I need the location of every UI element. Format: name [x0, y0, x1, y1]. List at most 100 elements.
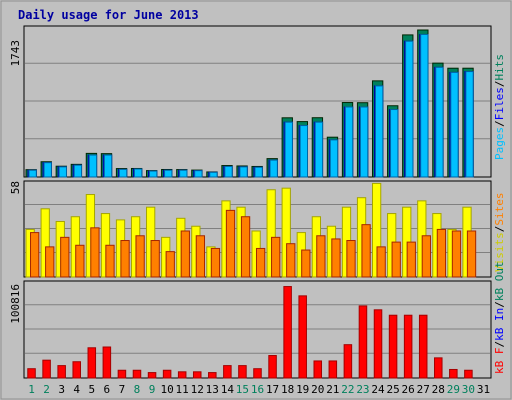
panel3-legend: kB F/kB In/kB Out — [493, 261, 506, 374]
x-tick-1: 1 — [28, 383, 35, 396]
bar-kb-f-12 — [192, 371, 202, 379]
bar-kb-f-21 — [328, 360, 338, 379]
bar-kb-f-18 — [283, 286, 292, 379]
x-tick-18: 18 — [281, 383, 294, 396]
bar-pages-13 — [209, 171, 218, 178]
bar-kb-f-20 — [313, 360, 323, 379]
bar-pages-24 — [374, 85, 384, 178]
x-tick-28: 28 — [432, 383, 445, 396]
x-tick-9: 9 — [149, 383, 156, 396]
bar-kb-f-3 — [57, 365, 66, 379]
bar-sites-30 — [466, 230, 477, 278]
bar-kb-f-9 — [147, 372, 157, 379]
bar-kb-f-4 — [72, 361, 81, 379]
x-tick-24: 24 — [371, 383, 385, 396]
x-tick-10: 10 — [160, 383, 173, 396]
bar-pages-19 — [299, 125, 309, 178]
bar-sites-19 — [301, 249, 311, 278]
bar-sites-28 — [436, 228, 447, 278]
bar-sites-15 — [240, 216, 251, 278]
legend-hits: Hits — [493, 54, 506, 81]
bar-kb-f-27 — [418, 314, 428, 379]
bar-pages-29 — [450, 71, 459, 178]
bar-sites-13 — [210, 247, 221, 278]
x-tick-8: 8 — [134, 383, 141, 396]
bar-sites-23 — [361, 224, 371, 278]
bar-kb-f-2 — [42, 359, 51, 379]
legend-: / — [493, 226, 506, 233]
bar-sites-6 — [105, 244, 115, 278]
panel1-legend-text: Pages/Files/Hits — [493, 54, 506, 160]
bar-kb-f-30 — [464, 369, 473, 379]
bar-sites-1 — [30, 232, 40, 278]
bar-sites-25 — [391, 241, 401, 278]
bar-pages-20 — [314, 121, 324, 178]
chart-title: Daily usage for June 2013 — [18, 8, 199, 22]
x-axis-day-labels: 1 2 3 4 5 6 7 8 9 10 11 12 13 14 15 16 17 18 19 20 21 22 23 24 2… — [28, 383, 490, 396]
legend-: / — [493, 301, 506, 308]
legend-: / — [493, 341, 506, 348]
legend-kbin: kB In — [493, 308, 506, 341]
bar-sites-16 — [255, 247, 266, 278]
bar-sites-11 — [180, 230, 190, 278]
bar-kb-f-13 — [208, 372, 217, 379]
bar-pages-10 — [164, 169, 173, 178]
bar-pages-2 — [43, 162, 52, 178]
bar-kb-f-25 — [388, 314, 398, 379]
legend-visits: Visits — [493, 232, 506, 272]
x-tick-23: 23 — [356, 383, 369, 396]
panel2-ymax-label: 58 — [9, 181, 22, 194]
x-tick-13: 13 — [206, 383, 219, 396]
x-tick-7: 7 — [119, 383, 126, 396]
bar-kb-f-29 — [449, 368, 458, 379]
x-tick-3: 3 — [58, 383, 65, 396]
legend-kbout: kB Out — [493, 261, 506, 301]
bar-pages-8 — [133, 168, 143, 178]
x-tick-31: 31 — [477, 383, 490, 396]
x-tick-14: 14 — [221, 383, 235, 396]
bar-kb-f-17 — [268, 355, 277, 379]
bar-kb-f-15 — [238, 365, 247, 379]
hits-files-pages-panel — [23, 25, 492, 178]
legend-pages: Pages — [493, 127, 506, 160]
bar-pages-27 — [420, 33, 429, 178]
x-tick-25: 25 — [386, 383, 399, 396]
bar-sites-8 — [135, 235, 145, 278]
bar-pages-14 — [224, 165, 233, 178]
legend-sites: Sites — [493, 193, 506, 226]
x-tick-27: 27 — [417, 383, 430, 396]
x-tick-15: 15 — [236, 383, 249, 396]
bar-pages-26 — [405, 40, 414, 178]
bar-pages-4 — [73, 164, 83, 178]
bar-pages-25 — [390, 109, 399, 178]
bar-pages-17 — [269, 159, 278, 178]
bar-kb-f-22 — [343, 344, 353, 379]
legend-files: Files — [493, 87, 506, 120]
panel3-legend-text: kB F/kB In/kB Out — [493, 261, 506, 374]
bar-sites-27 — [421, 235, 431, 278]
bar-pages-6 — [103, 154, 113, 178]
bar-sites-22 — [346, 240, 356, 278]
bar-sites-12 — [195, 235, 206, 278]
bar-sites-7 — [120, 240, 130, 278]
bar-kb-f-24 — [373, 309, 383, 379]
bar-kb-f-5 — [87, 347, 97, 379]
bar-sites-26 — [406, 241, 416, 278]
x-tick-30: 30 — [462, 383, 475, 396]
bar-kb-f-23 — [358, 305, 368, 379]
panel2-legend-text: Visits/Sites — [493, 193, 506, 273]
bar-kb-f-7 — [117, 369, 127, 379]
bar-kb-f-1 — [27, 368, 36, 379]
x-tick-4: 4 — [73, 383, 80, 396]
bar-kb-f-8 — [132, 369, 142, 379]
bar-pages-12 — [194, 170, 203, 178]
legend-kbf: kB F — [493, 348, 506, 375]
bar-pages-16 — [254, 166, 263, 178]
bar-sites-10 — [165, 251, 175, 278]
x-tick-20: 20 — [311, 383, 324, 396]
bar-sites-21 — [331, 238, 341, 278]
panel1-legend: Pages/Files/Hits — [493, 54, 506, 160]
bar-pages-11 — [179, 169, 188, 178]
bar-pages-21 — [329, 139, 339, 178]
panel1-ymax-label: 1743 — [9, 40, 22, 67]
